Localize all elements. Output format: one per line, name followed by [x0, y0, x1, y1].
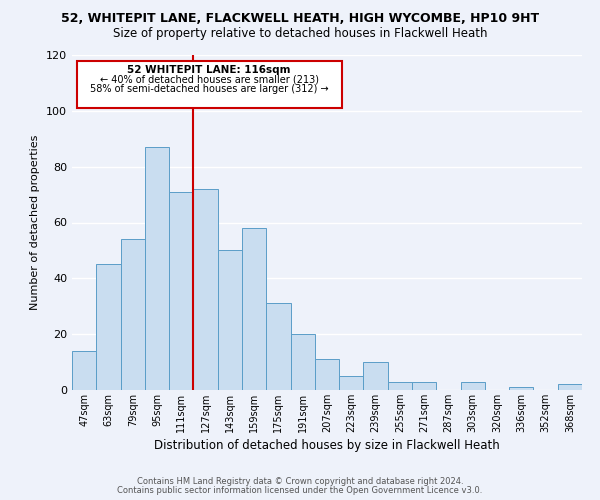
Text: 52 WHITEPIT LANE: 116sqm: 52 WHITEPIT LANE: 116sqm — [127, 65, 291, 75]
Text: Contains public sector information licensed under the Open Government Licence v3: Contains public sector information licen… — [118, 486, 482, 495]
Bar — [72, 351, 96, 390]
Bar — [388, 382, 412, 390]
Text: ← 40% of detached houses are smaller (213): ← 40% of detached houses are smaller (21… — [100, 74, 319, 85]
X-axis label: Distribution of detached houses by size in Flackwell Heath: Distribution of detached houses by size … — [154, 439, 500, 452]
Bar — [558, 384, 582, 390]
FancyBboxPatch shape — [77, 60, 341, 108]
Bar — [218, 250, 242, 390]
Bar — [121, 240, 145, 390]
Bar — [364, 362, 388, 390]
Bar — [266, 304, 290, 390]
Bar — [461, 382, 485, 390]
Text: Size of property relative to detached houses in Flackwell Heath: Size of property relative to detached ho… — [113, 28, 487, 40]
Text: 52, WHITEPIT LANE, FLACKWELL HEATH, HIGH WYCOMBE, HP10 9HT: 52, WHITEPIT LANE, FLACKWELL HEATH, HIGH… — [61, 12, 539, 26]
Bar — [169, 192, 193, 390]
Bar — [242, 228, 266, 390]
Bar — [339, 376, 364, 390]
Bar — [193, 189, 218, 390]
Text: Contains HM Land Registry data © Crown copyright and database right 2024.: Contains HM Land Registry data © Crown c… — [137, 477, 463, 486]
Bar — [412, 382, 436, 390]
Y-axis label: Number of detached properties: Number of detached properties — [31, 135, 40, 310]
Bar — [145, 147, 169, 390]
Text: 58% of semi-detached houses are larger (312) →: 58% of semi-detached houses are larger (… — [90, 84, 329, 94]
Bar — [290, 334, 315, 390]
Bar — [509, 387, 533, 390]
Bar — [315, 360, 339, 390]
Bar — [96, 264, 121, 390]
